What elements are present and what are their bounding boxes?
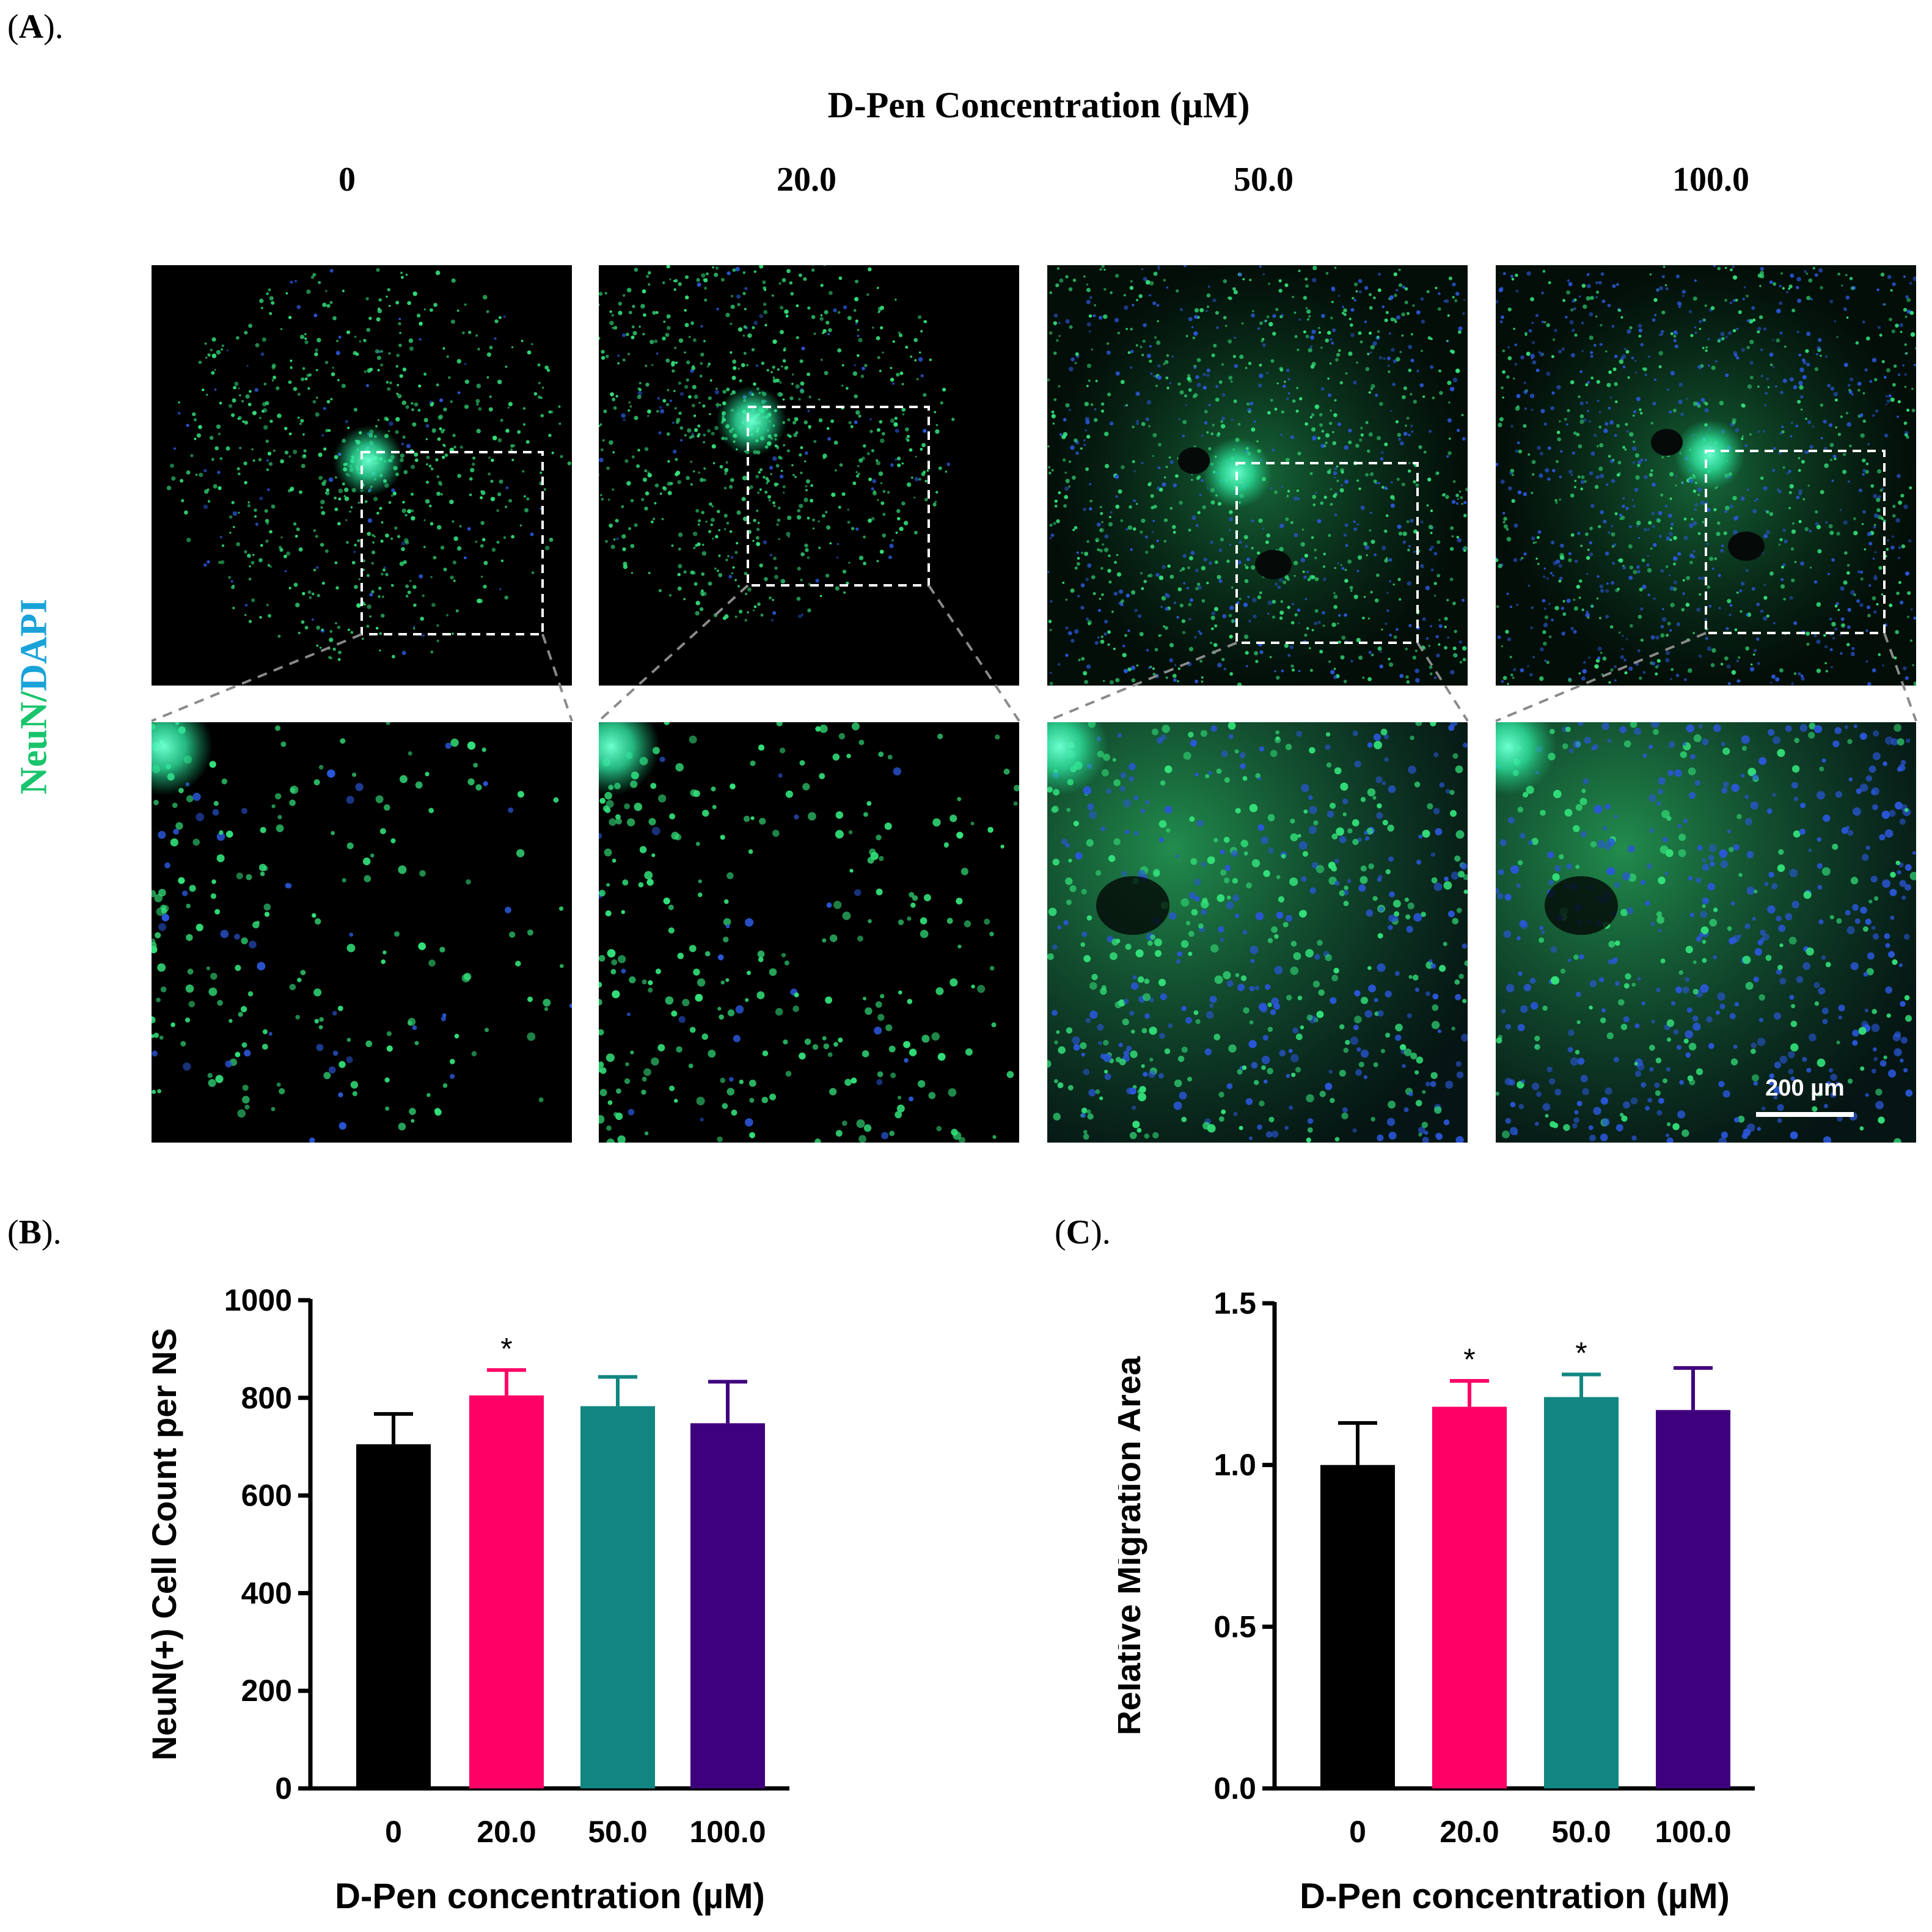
micrograph-zoom-100	[1496, 722, 1916, 1143]
chart-c-bar-3	[1656, 1410, 1730, 1788]
stain-label-neun: NeuN	[13, 701, 55, 795]
chart-c-xtick-label-1: 20.0	[1440, 1815, 1499, 1849]
chart-b-xlabel: D-Pen concentration (µM)	[335, 1876, 765, 1916]
panel-c-label: (C).	[1055, 1213, 1111, 1251]
chart-b-ytick-label: 1000	[224, 1283, 292, 1317]
stain-label: NeuN/DAPI	[13, 599, 56, 794]
chart-c-xlabel: D-Pen concentration (µM)	[1300, 1876, 1730, 1916]
panel-b-label: (B).	[7, 1213, 62, 1251]
chart-c: 0.0 0.5 1.0 1.5 0 * 20.0 * 50.0 100.0 D-Pen concen…	[1118, 1286, 1755, 1916]
micrograph-zoom-20-canvas	[599, 722, 1019, 1143]
stain-label-dapi: DAPI	[13, 598, 55, 692]
column-header-100: 100.0	[1672, 161, 1749, 199]
chart-c-significance-1: *	[1463, 1342, 1475, 1377]
micrograph-overview-50-canvas	[1047, 265, 1468, 686]
chart-c-xtick-label-2: 50.0	[1551, 1815, 1611, 1849]
micrograph-zoom-50	[1047, 722, 1468, 1143]
micrograph-zoom-0	[152, 722, 572, 1143]
micrograph-overview-20-canvas	[599, 265, 955, 622]
micrograph-overview-100-canvas	[1496, 265, 1916, 686]
micrograph-overview-100	[1496, 265, 1916, 686]
chart-b-ytick-label: 600	[241, 1479, 292, 1513]
chart-c-bar-1	[1432, 1407, 1507, 1788]
chart-c-bar-0	[1320, 1465, 1395, 1788]
micrograph-zoom-100-canvas	[1496, 722, 1916, 1143]
chart-b-xtick-label-0: 0	[385, 1815, 402, 1849]
micrograph-zoom-50-canvas	[1047, 722, 1468, 1143]
panel-a-label: (A).	[7, 8, 64, 46]
scale-bar-label: 200 µm	[1765, 1075, 1845, 1101]
micrograph-zoom-20	[599, 722, 1019, 1143]
chart-c-ylabel: Relative Migration Area	[1118, 1356, 1147, 1735]
column-header-0: 0	[338, 161, 356, 199]
chart-b-xtick-label-2: 50.0	[588, 1815, 647, 1849]
chart-b-significance-1: *	[500, 1331, 512, 1366]
micrograph-overview-50	[1047, 265, 1468, 686]
chart-b-bar-1	[469, 1395, 544, 1788]
chart-b-ylabel: NeuN(+) Cell Count per NS	[147, 1328, 183, 1761]
chart-c-ytick-label: 0.5	[1213, 1609, 1256, 1644]
chart-c-ytick-label: 1.0	[1213, 1448, 1256, 1482]
column-header-20: 20.0	[777, 161, 836, 199]
micrograph-zoom-0-canvas	[152, 722, 572, 1143]
chart-b-bar-0	[356, 1444, 431, 1788]
column-header-50: 50.0	[1234, 161, 1293, 199]
chart-c-bar-2	[1544, 1397, 1619, 1788]
scale-bar	[1756, 1112, 1854, 1117]
chart-b-ytick-label: 400	[241, 1576, 292, 1610]
chart-b-xtick-label-3: 100.0	[689, 1815, 766, 1849]
chart-c-ytick-label: 0.0	[1213, 1771, 1256, 1806]
chart-b-bar-3	[690, 1423, 765, 1788]
chart-b-ytick-label: 800	[241, 1381, 292, 1415]
panel-a-title: D-Pen Concentration (µM)	[827, 85, 1250, 125]
chart-c-xtick-label-0: 0	[1349, 1815, 1366, 1849]
chart-b-ytick-label: 200	[241, 1674, 292, 1708]
chart-b: 0 200 400 600 800 1000 0 * 20.0 50.0 100.0 D-Pen co…	[147, 1283, 789, 1916]
micrograph-overview-20	[599, 265, 1019, 686]
chart-c-xtick-label-3: 100.0	[1655, 1815, 1731, 1849]
micrograph-overview-0-canvas	[166, 268, 571, 661]
stain-label-separator: /	[13, 691, 55, 702]
micrograph-overview-0	[152, 265, 572, 686]
chart-b-ytick-label: 0	[275, 1771, 292, 1806]
chart-b-bar-2	[580, 1406, 655, 1788]
chart-b-xtick-label-1: 20.0	[477, 1815, 536, 1849]
chart-c-ytick-label: 1.5	[1213, 1286, 1256, 1320]
chart-c-significance-2: *	[1575, 1336, 1587, 1370]
